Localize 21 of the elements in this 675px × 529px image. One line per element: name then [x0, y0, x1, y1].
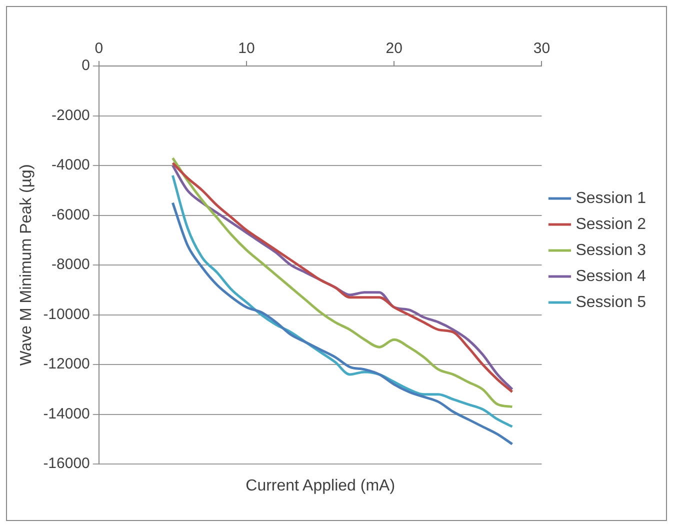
x-tick-label: 30: [533, 40, 550, 58]
y-tick-label: -6000: [52, 206, 90, 224]
line-series: [171, 202, 514, 446]
y-tick-label: -2000: [52, 106, 90, 124]
x-tick-label: 20: [386, 40, 402, 58]
y-tick-label: -16000: [43, 455, 90, 472]
legend-label: Session 2: [576, 216, 646, 233]
legend-label: Session 5: [576, 294, 646, 311]
y-tick-label: -14000: [43, 405, 90, 422]
x-axis-title: Current Applied (mA): [246, 477, 396, 494]
y-tick-label: 0: [82, 57, 90, 74]
y-tick-label: -4000: [52, 156, 90, 174]
x-tick-label: 0: [94, 40, 104, 58]
legend-label: Session 1: [576, 190, 646, 207]
y-tick-label: -10000: [43, 306, 90, 323]
y-tick-label: -12000: [43, 356, 90, 373]
legend-label: Session 3: [576, 242, 646, 259]
y-tick-label: -8000: [52, 256, 90, 274]
legend-label: Session 4: [576, 268, 646, 285]
y-axis-title: Wave M Minimum Peak (µg): [18, 164, 36, 366]
x-tick-label: 10: [238, 40, 255, 58]
